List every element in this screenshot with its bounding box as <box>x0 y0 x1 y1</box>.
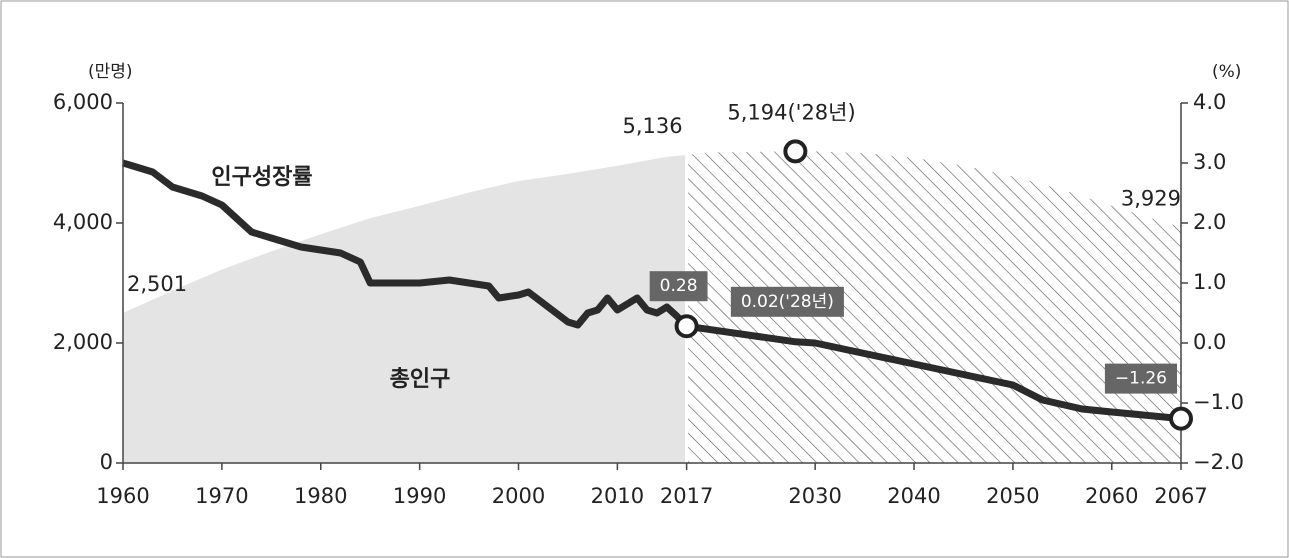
y-tick-label: 0 <box>100 450 113 474</box>
y2-tick-label: 0.0 <box>1193 330 1226 354</box>
x-tick-label: 2050 <box>986 484 1039 508</box>
x-tick-label: 2030 <box>788 484 841 508</box>
marker <box>783 139 808 164</box>
x-tick-label: 2040 <box>887 484 940 508</box>
y2-tick-label: 4.0 <box>1193 90 1226 114</box>
y2-axis-label: (%) <box>1212 62 1241 82</box>
value-label: 5,194('28년) <box>727 100 855 124</box>
area <box>123 154 687 463</box>
x-tick-label: 2000 <box>492 484 545 508</box>
line <box>121 159 1182 423</box>
labels: 총인구 2,501 5,136 5,194('28년) 3,929 인구성장률 0.28 0.… <box>127 100 1193 431</box>
x-tick-label: 2067 <box>1154 484 1207 508</box>
label-box <box>649 271 708 302</box>
y2-tick-label: −2.0 <box>1193 450 1244 474</box>
series-name: 총인구 <box>390 367 451 392</box>
value-label: 2,501 <box>127 272 187 296</box>
label-box <box>1104 363 1177 394</box>
y2-tick-label: −1.0 <box>1193 390 1244 414</box>
value-label: 5,136 <box>622 114 682 138</box>
value-label-box: −1.26 <box>1104 363 1177 394</box>
label-box <box>730 286 844 317</box>
value-label: −1.26 <box>1115 369 1167 389</box>
y-axis-label: (만명) <box>88 62 133 82</box>
x-tick-label: 1990 <box>393 484 446 508</box>
lines <box>121 159 1182 423</box>
x-tick-label: 1980 <box>294 484 347 508</box>
y-tick-label: 2,000 <box>53 330 113 354</box>
x-tick-label: 2017 <box>660 484 713 508</box>
y-tick-label: 6,000 <box>53 90 113 114</box>
value-label: 0.28 <box>660 276 698 296</box>
y2-tick-label: 2.0 <box>1193 210 1226 234</box>
value-label: 0.02('28년) <box>741 292 834 312</box>
marker <box>1169 406 1193 431</box>
y-tick-label: 4,000 <box>53 210 113 234</box>
x-tick-label: 1960 <box>96 484 149 508</box>
series-name: 인구성장률 <box>211 165 312 190</box>
x-tick-label: 1970 <box>195 484 248 508</box>
x-tick-label: 2010 <box>591 484 644 508</box>
marker <box>674 314 699 339</box>
value-label-box: 0.28 <box>649 271 708 302</box>
value-label: 3,929 <box>1121 186 1181 210</box>
y2-tick-label: 1.0 <box>1193 270 1226 294</box>
projection-area <box>686 151 1181 464</box>
y2-tick-label: 3.0 <box>1193 150 1226 174</box>
axes: 1960 1970 1980 1990 2000 2010 2017 2030 2040 2050… <box>53 90 1244 508</box>
value-label-box: 0.02('28년) <box>730 286 844 317</box>
areas <box>123 143 1181 464</box>
x-tick-label: 2060 <box>1085 484 1138 508</box>
